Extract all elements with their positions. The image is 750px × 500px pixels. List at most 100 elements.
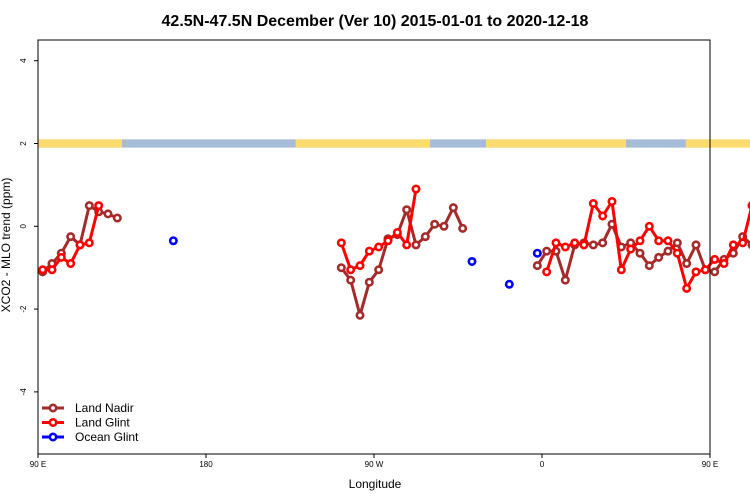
- data-point: [542, 267, 552, 277]
- series-1: [38, 184, 750, 293]
- data-point: [579, 240, 589, 250]
- y-tick-label: 0: [19, 224, 28, 229]
- data-point: [672, 238, 682, 248]
- data-point: [383, 236, 393, 246]
- data-point: [458, 223, 468, 233]
- data-point: [94, 201, 104, 211]
- legend-swatch-marker: [48, 432, 58, 442]
- data-point: [738, 238, 748, 248]
- data-point: [84, 238, 94, 248]
- data-point: [682, 283, 692, 293]
- surface-strip: [38, 139, 750, 148]
- data-point: [392, 228, 402, 238]
- land-band: [685, 139, 750, 148]
- plot-frame: [37, 39, 711, 455]
- plot-area: [38, 184, 750, 320]
- y-tick-label: 4: [19, 58, 28, 63]
- data-point: [551, 238, 561, 248]
- y-tick-label: 2: [19, 141, 28, 146]
- data-point: [402, 205, 412, 215]
- data-point: [700, 265, 710, 275]
- data-point: [364, 277, 374, 287]
- data-point: [635, 248, 645, 258]
- land-band: [486, 139, 626, 148]
- data-point: [355, 310, 365, 320]
- series-2: [168, 236, 542, 289]
- data-point: [654, 236, 664, 246]
- x-tick-label: 180: [199, 460, 213, 469]
- legend-item: Land Glint: [42, 416, 130, 430]
- x-axis-label: Longitude: [349, 477, 402, 491]
- data-point: [47, 265, 57, 275]
- x-tick-label: 90 W: [365, 460, 384, 469]
- legend-item: Land Nadir: [42, 401, 134, 415]
- data-point: [607, 196, 617, 206]
- series-0: [38, 201, 750, 320]
- data-point: [448, 203, 458, 213]
- legend-swatch-marker: [48, 417, 58, 427]
- data-point: [374, 242, 384, 252]
- data-point: [38, 265, 48, 275]
- data-point: [168, 236, 178, 246]
- data-point: [598, 211, 608, 221]
- legend-swatch-marker: [48, 403, 58, 413]
- data-point: [439, 221, 449, 231]
- data-point: [532, 261, 542, 271]
- x-tick-label: 0: [540, 460, 545, 469]
- data-point: [336, 263, 346, 273]
- data-point: [112, 213, 122, 223]
- data-point: [66, 232, 76, 242]
- data-point: [364, 246, 374, 256]
- y-axis-label: XCO2 - MLO trend (ppm): [0, 178, 13, 313]
- y-tick-label: -2: [19, 305, 28, 313]
- data-point: [710, 254, 720, 264]
- data-point: [560, 275, 570, 285]
- chart-title: 42.5N-47.5N December (Ver 10) 2015-01-01…: [162, 13, 589, 30]
- data-point: [411, 184, 421, 194]
- data-point: [663, 236, 673, 246]
- data-point: [56, 252, 66, 262]
- data-point: [402, 240, 412, 250]
- data-point: [420, 232, 430, 242]
- y-tick-label: -4: [19, 388, 28, 396]
- data-point: [710, 267, 720, 277]
- legend-label: Land Glint: [75, 416, 130, 430]
- x-tick-label: 90 E: [702, 460, 718, 469]
- legend-label: Ocean Glint: [75, 430, 139, 444]
- data-point: [626, 244, 636, 254]
- legend-item: Ocean Glint: [42, 430, 139, 444]
- data-point: [719, 259, 729, 269]
- data-point: [588, 240, 598, 250]
- axes: 90 E 180 90 W 0 90 E 4 2 0 -2 -4: [19, 39, 718, 469]
- series-line: [339, 188, 418, 272]
- data-point: [654, 252, 664, 262]
- data-point: [355, 261, 365, 271]
- data-point: [75, 240, 85, 250]
- data-point: [374, 265, 384, 275]
- data-point: [616, 265, 626, 275]
- data-point: [66, 259, 76, 269]
- data-point: [691, 240, 701, 250]
- legend-label: Land Nadir: [75, 401, 134, 415]
- data-point: [560, 242, 570, 252]
- data-point: [542, 246, 552, 256]
- data-point: [346, 265, 356, 275]
- land-band: [295, 139, 430, 148]
- data-point: [570, 238, 580, 248]
- data-point: [728, 240, 738, 250]
- data-point: [430, 219, 440, 229]
- data-point: [346, 275, 356, 285]
- land-band: [38, 139, 122, 148]
- x-tick-label: 90 E: [30, 460, 46, 469]
- data-point: [467, 256, 477, 266]
- data-point: [588, 199, 598, 209]
- data-point: [691, 267, 701, 277]
- data-point: [644, 261, 654, 271]
- data-point: [504, 279, 514, 289]
- data-point: [644, 221, 654, 231]
- data-point: [532, 248, 542, 258]
- data-point: [84, 201, 94, 211]
- data-point: [103, 209, 113, 219]
